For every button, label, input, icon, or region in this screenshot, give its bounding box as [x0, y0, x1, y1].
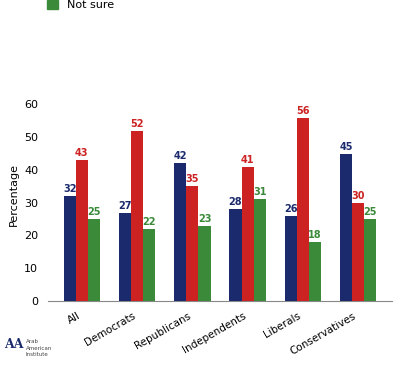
Bar [309, 242, 321, 301]
Y-axis label: Percentage: Percentage [8, 163, 18, 226]
Text: 22: 22 [142, 217, 156, 227]
Text: 31: 31 [253, 188, 266, 197]
Bar [119, 212, 131, 301]
Text: 18: 18 [308, 230, 322, 240]
Bar [297, 117, 309, 301]
Text: 32: 32 [63, 184, 76, 194]
Text: 43: 43 [75, 148, 89, 158]
Bar [254, 199, 266, 301]
Bar [229, 209, 242, 301]
Text: 25: 25 [87, 207, 101, 217]
Text: 27: 27 [118, 200, 132, 211]
Bar [174, 163, 186, 301]
Bar [285, 216, 297, 301]
Text: 41: 41 [241, 155, 254, 165]
Text: 56: 56 [296, 106, 310, 116]
Legend: Agree more with President Biden on this, Agree more with the Democrats, Not sure: Agree more with President Biden on this,… [47, 0, 292, 10]
Text: 25: 25 [364, 207, 377, 217]
Bar [198, 226, 211, 301]
Bar [143, 229, 155, 301]
Text: Arab
American
Institute: Arab American Institute [26, 339, 52, 357]
Bar [340, 153, 352, 301]
Bar [64, 196, 76, 301]
Bar [131, 131, 143, 301]
Text: 30: 30 [351, 191, 365, 201]
Text: AA: AA [4, 338, 24, 350]
Text: 28: 28 [229, 197, 242, 207]
Text: 23: 23 [198, 214, 211, 224]
Text: 42: 42 [174, 152, 187, 161]
Bar [352, 203, 364, 301]
Bar [76, 160, 88, 301]
Text: 45: 45 [339, 142, 353, 152]
Text: 52: 52 [130, 119, 144, 129]
Text: 35: 35 [186, 174, 199, 184]
Bar [364, 219, 376, 301]
Text: 26: 26 [284, 204, 298, 214]
Bar [88, 219, 100, 301]
Bar [242, 167, 254, 301]
Bar [186, 186, 198, 301]
